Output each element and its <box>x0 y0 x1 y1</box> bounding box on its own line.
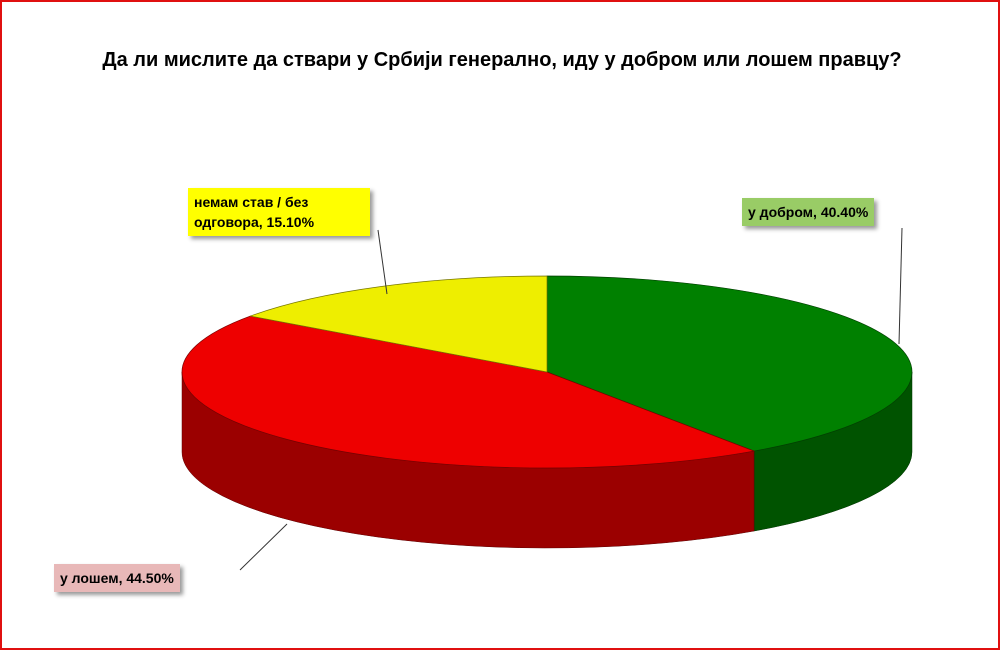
leader-line <box>377 229 388 295</box>
slice <box>546 275 913 452</box>
leader-line <box>898 227 903 345</box>
chart-title: Да ли мислите да ствари у Србији генерал… <box>102 49 902 71</box>
data-label: у добром, 40.40% <box>742 198 875 226</box>
data-label: у лошем, 44.50% <box>54 564 180 592</box>
data-label: немам став / без одговора, 15.10% <box>188 188 370 236</box>
slice <box>181 315 756 469</box>
leader-line <box>239 523 288 571</box>
slice <box>249 275 548 373</box>
